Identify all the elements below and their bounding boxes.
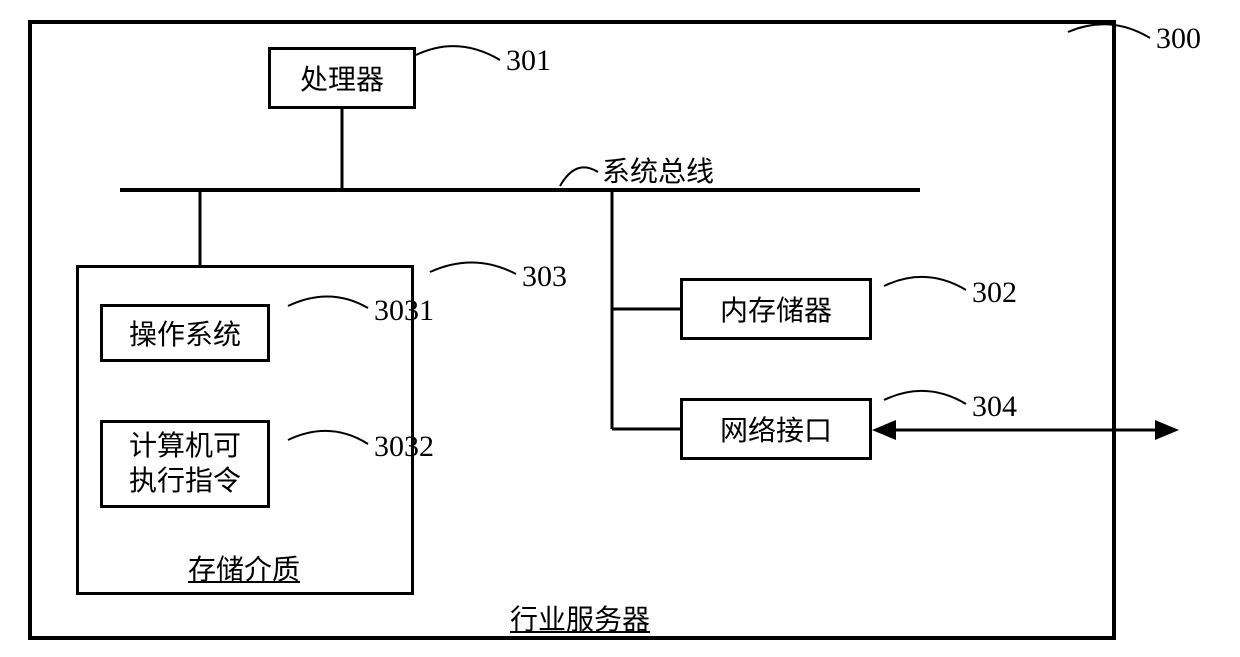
exec-label-line2: 执行指令 (129, 464, 241, 499)
diagram-stage: 处理器 操作系统 计算机可 执行指令 内存储器 网络接口 存储介质 行业服务器 … (0, 0, 1240, 657)
ref-3031: 3031 (374, 294, 434, 328)
ref-3032: 3032 (374, 430, 434, 464)
os-label: 操作系统 (129, 313, 241, 353)
netif-box: 网络接口 (680, 398, 872, 460)
double-arrow-head-right (1155, 420, 1179, 440)
netif-label: 网络接口 (720, 409, 832, 449)
ref-300: 300 (1156, 22, 1201, 56)
exec-label-line1: 计算机可 (129, 429, 241, 464)
exec-box: 计算机可 执行指令 (100, 420, 270, 508)
outer-caption: 行业服务器 (510, 598, 650, 638)
ref-302: 302 (972, 276, 1017, 310)
processor-box: 处理器 (268, 47, 416, 109)
storage-caption: 存储介质 (188, 548, 300, 588)
ref-304: 304 (972, 390, 1017, 424)
ref-301: 301 (506, 44, 551, 78)
memory-label: 内存储器 (720, 289, 832, 329)
os-box: 操作系统 (100, 304, 270, 362)
memory-box: 内存储器 (680, 278, 872, 340)
bus-label: 系统总线 (602, 150, 714, 190)
processor-label: 处理器 (300, 58, 384, 98)
ref-303: 303 (522, 260, 567, 294)
